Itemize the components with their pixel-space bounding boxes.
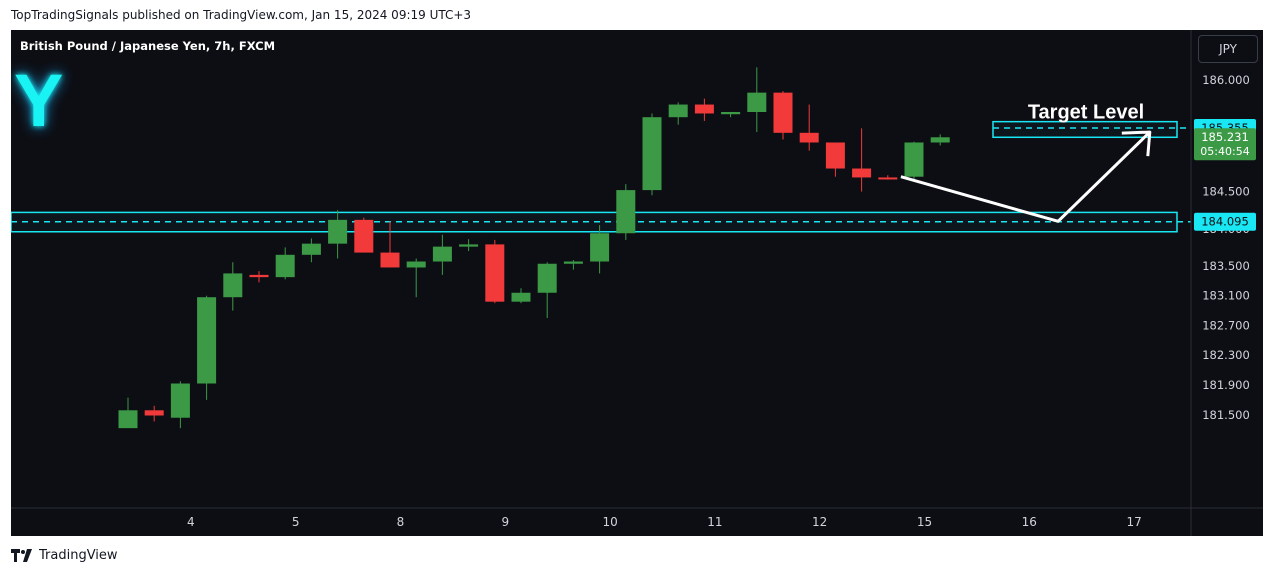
candle-body xyxy=(380,252,400,268)
candle-body xyxy=(537,263,557,293)
candle-body xyxy=(590,233,610,262)
candle-body xyxy=(432,246,452,262)
candle-body xyxy=(642,117,662,191)
x-tick-label: 5 xyxy=(292,515,300,529)
candle-body xyxy=(223,273,243,298)
y-tick-label: 182.300 xyxy=(1202,348,1250,362)
projection-layer: Target Level xyxy=(900,102,1152,223)
candle-body xyxy=(852,168,872,178)
candle-body xyxy=(930,137,950,143)
footer: TradingView xyxy=(11,548,118,563)
x-tick-label: 15 xyxy=(917,515,932,529)
symbol-title: British Pound / Japanese Yen, 7h, FXCM xyxy=(20,39,276,53)
y-tick-label: 181.900 xyxy=(1202,378,1250,392)
x-tick-label: 10 xyxy=(602,515,617,529)
candle-body xyxy=(406,261,426,268)
current-price-bg xyxy=(1194,128,1256,161)
x-tick-label: 16 xyxy=(1022,515,1037,529)
projection-arrowhead xyxy=(1121,130,1152,157)
tradingview-logo-icon[interactable] xyxy=(11,548,33,563)
zones-layer xyxy=(11,120,1191,233)
publisher-header: TopTradingSignals published on TradingVi… xyxy=(11,8,472,22)
candle-body xyxy=(459,244,479,247)
candle-body xyxy=(301,243,321,255)
currency-button[interactable]: JPY xyxy=(1198,35,1258,63)
candle-body xyxy=(275,254,295,278)
candle-body xyxy=(878,177,898,180)
y-tick-label: 182.700 xyxy=(1202,318,1250,332)
chart-panel[interactable]: Target Level 186.000184.500184.000183.50… xyxy=(11,30,1263,536)
y-tick-label: 186.000 xyxy=(1202,73,1250,87)
current-price-label: 185.231 xyxy=(1201,130,1249,144)
y-tick-label: 183.100 xyxy=(1202,289,1250,303)
countdown-label: 05:40:54 xyxy=(1200,145,1249,158)
candle-body xyxy=(328,219,348,244)
y-tick-label: 183.500 xyxy=(1202,259,1250,273)
x-tick-label: 12 xyxy=(812,515,827,529)
candle-body xyxy=(773,92,793,133)
y-tick-label: 181.500 xyxy=(1202,408,1250,422)
x-tick-label: 9 xyxy=(501,515,509,529)
candlestick-chart[interactable]: Target Level 186.000184.500184.000183.50… xyxy=(11,30,1263,536)
candle-body xyxy=(485,244,505,302)
candle-body xyxy=(249,274,269,278)
candle-body xyxy=(144,410,164,416)
candle-body xyxy=(197,297,217,384)
logo-letter: Y xyxy=(14,59,64,142)
x-tick-label: 11 xyxy=(707,515,722,529)
candle-body xyxy=(511,292,531,302)
candle-body xyxy=(668,104,688,118)
candle-body xyxy=(904,142,924,177)
candle-body xyxy=(170,383,190,418)
candles-layer xyxy=(118,67,950,429)
candle-body xyxy=(616,190,636,234)
x-tick-label: 8 xyxy=(397,515,405,529)
candle-body xyxy=(747,92,767,112)
support-price-label-bg xyxy=(1194,212,1256,231)
candle-body xyxy=(118,410,138,429)
candle-body xyxy=(563,261,583,264)
candle-body xyxy=(721,111,741,115)
projection-arrow xyxy=(900,130,1151,223)
candle-body xyxy=(354,219,374,253)
candle-body xyxy=(799,132,819,143)
support-price-label: 184.095 xyxy=(1201,215,1249,229)
target-level-label: Target Level xyxy=(1028,102,1144,124)
x-tick-label: 17 xyxy=(1126,515,1141,529)
candle-body xyxy=(825,142,845,169)
footer-brand[interactable]: TradingView xyxy=(39,548,118,563)
x-tick-label: 4 xyxy=(187,515,195,529)
y-tick-label: 184.500 xyxy=(1202,185,1250,199)
candle-body xyxy=(694,104,714,114)
